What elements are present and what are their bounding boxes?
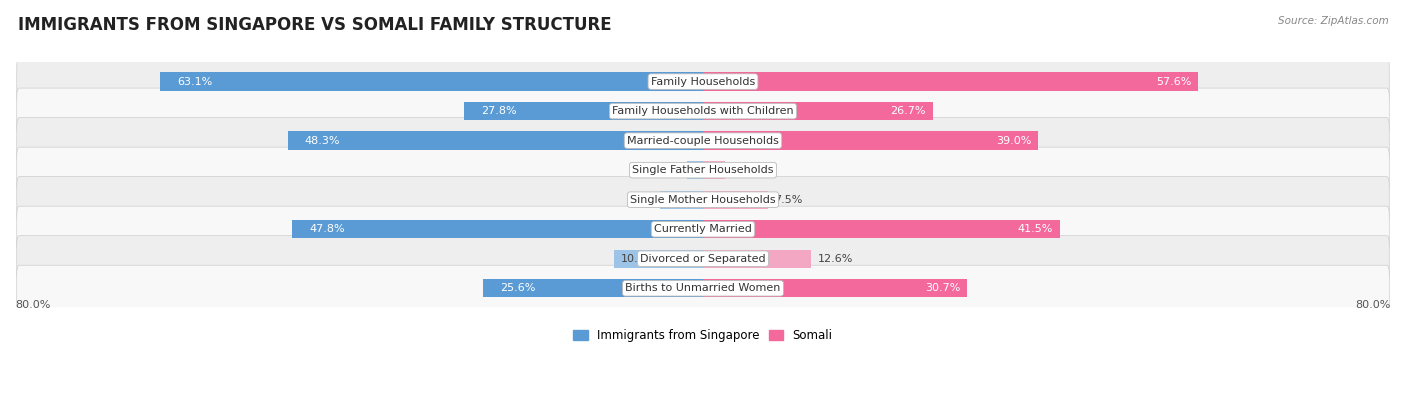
Text: 80.0%: 80.0% [1355, 300, 1391, 310]
FancyBboxPatch shape [17, 58, 1389, 105]
FancyBboxPatch shape [17, 147, 1389, 193]
Text: 2.5%: 2.5% [731, 165, 759, 175]
Text: 5.0%: 5.0% [666, 195, 695, 205]
Bar [659, 190, 703, 209]
Text: 25.6%: 25.6% [501, 283, 536, 293]
FancyBboxPatch shape [17, 88, 1389, 134]
Bar [482, 279, 703, 297]
Text: 63.1%: 63.1% [177, 77, 212, 87]
Bar [614, 250, 703, 268]
Text: 12.6%: 12.6% [818, 254, 853, 264]
Bar [703, 279, 967, 297]
Text: Family Households: Family Households [651, 77, 755, 87]
Text: Source: ZipAtlas.com: Source: ZipAtlas.com [1278, 16, 1389, 26]
Bar [686, 161, 703, 179]
Text: 7.5%: 7.5% [775, 195, 803, 205]
Bar [160, 72, 703, 91]
Text: 80.0%: 80.0% [15, 300, 51, 310]
Legend: Immigrants from Singapore, Somali: Immigrants from Singapore, Somali [569, 325, 837, 346]
Text: 41.5%: 41.5% [1018, 224, 1053, 234]
FancyBboxPatch shape [17, 206, 1389, 252]
FancyBboxPatch shape [17, 177, 1389, 223]
FancyBboxPatch shape [17, 236, 1389, 282]
Text: Family Households with Children: Family Households with Children [612, 106, 794, 116]
Bar [703, 102, 932, 120]
Text: 1.9%: 1.9% [693, 165, 721, 175]
FancyBboxPatch shape [17, 265, 1389, 311]
Text: Single Father Households: Single Father Households [633, 165, 773, 175]
Text: 30.7%: 30.7% [925, 283, 960, 293]
Bar [703, 190, 768, 209]
Text: 26.7%: 26.7% [890, 106, 925, 116]
Text: 47.8%: 47.8% [309, 224, 344, 234]
Bar [288, 132, 703, 150]
Text: 48.3%: 48.3% [305, 135, 340, 146]
Text: 10.3%: 10.3% [621, 254, 657, 264]
Text: IMMIGRANTS FROM SINGAPORE VS SOMALI FAMILY STRUCTURE: IMMIGRANTS FROM SINGAPORE VS SOMALI FAMI… [18, 16, 612, 34]
Bar [703, 220, 1060, 238]
Bar [703, 161, 724, 179]
Text: Divorced or Separated: Divorced or Separated [640, 254, 766, 264]
Bar [703, 72, 1198, 91]
Text: 57.6%: 57.6% [1156, 77, 1191, 87]
Text: Births to Unmarried Women: Births to Unmarried Women [626, 283, 780, 293]
Bar [703, 250, 811, 268]
Bar [464, 102, 703, 120]
Text: Single Mother Households: Single Mother Households [630, 195, 776, 205]
Bar [703, 132, 1039, 150]
Text: Married-couple Households: Married-couple Households [627, 135, 779, 146]
Bar [292, 220, 703, 238]
FancyBboxPatch shape [17, 118, 1389, 164]
Text: Currently Married: Currently Married [654, 224, 752, 234]
Text: 27.8%: 27.8% [481, 106, 517, 116]
Text: 39.0%: 39.0% [995, 135, 1032, 146]
